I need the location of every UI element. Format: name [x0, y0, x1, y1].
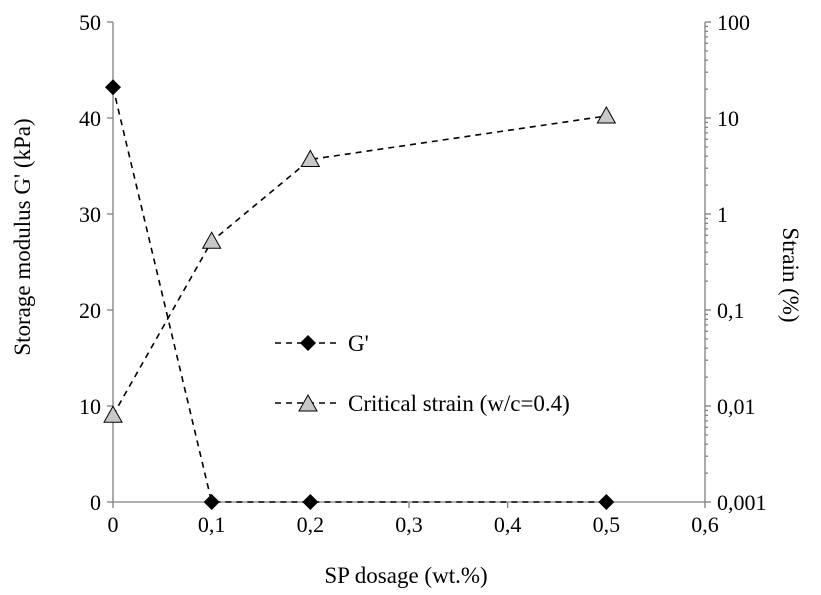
series-line-1	[112, 115, 607, 416]
ticks	[107, 21, 711, 508]
y2-tick-label: 0,001	[717, 490, 767, 515]
x-axis-title: SP dosage (wt.%)	[324, 563, 487, 588]
axes	[112, 22, 706, 503]
x-tick-label: 0,2	[297, 512, 325, 537]
x-tick-label: 0,3	[395, 512, 423, 537]
data-point-diamond	[598, 494, 615, 510]
data-point-triangle	[201, 231, 222, 249]
y-tick-label: 30	[79, 202, 101, 227]
data-point-triangle	[596, 105, 617, 124]
data-point-diamond	[105, 79, 121, 96]
y-tick-label: 50	[79, 10, 101, 35]
data-point-diamond	[203, 494, 220, 510]
y-tick-label: 0	[90, 490, 101, 515]
y2-tick-label: 1	[717, 202, 728, 227]
x-tick-label: 0,4	[494, 512, 522, 537]
legend-marker-triangle	[298, 393, 318, 412]
series	[103, 79, 617, 510]
y2-tick-label: 0,01	[717, 394, 756, 419]
y2-tick-label: 0,1	[717, 298, 745, 323]
y-axis-title: Storage modulus G' (kPa)	[10, 118, 35, 355]
x-tick-label: 0,1	[198, 512, 226, 537]
y2-tick-label: 10	[717, 106, 739, 131]
legend-label-g-prime: G'	[348, 331, 369, 356]
data-point-triangle	[300, 149, 321, 167]
y2-tick-label: 100	[717, 10, 750, 35]
y-tick-label: 10	[79, 394, 101, 419]
legend-marker-diamond	[300, 335, 316, 351]
tick-labels: 0 0,1 0,2 0,3 0,4 0,5 0,6 0 10 20 30 40 50 0,001 0,01 0…	[79, 10, 767, 537]
legend-label-critical-strain: Critical strain (w/c=0.4)	[348, 391, 570, 416]
x-tick-label: 0,5	[593, 512, 621, 537]
x-tick-label: 0	[108, 512, 119, 537]
data-point-diamond	[302, 494, 319, 510]
y-tick-label: 40	[79, 106, 101, 131]
y2-axis-title: Strain (%)	[778, 227, 803, 322]
legend: G' Critical strain (w/c=0.4)	[275, 331, 570, 416]
x-tick-label: 0,6	[691, 512, 719, 537]
series-line-0	[112, 87, 607, 503]
y-tick-label: 20	[79, 298, 101, 323]
data-point-triangle	[103, 405, 123, 423]
